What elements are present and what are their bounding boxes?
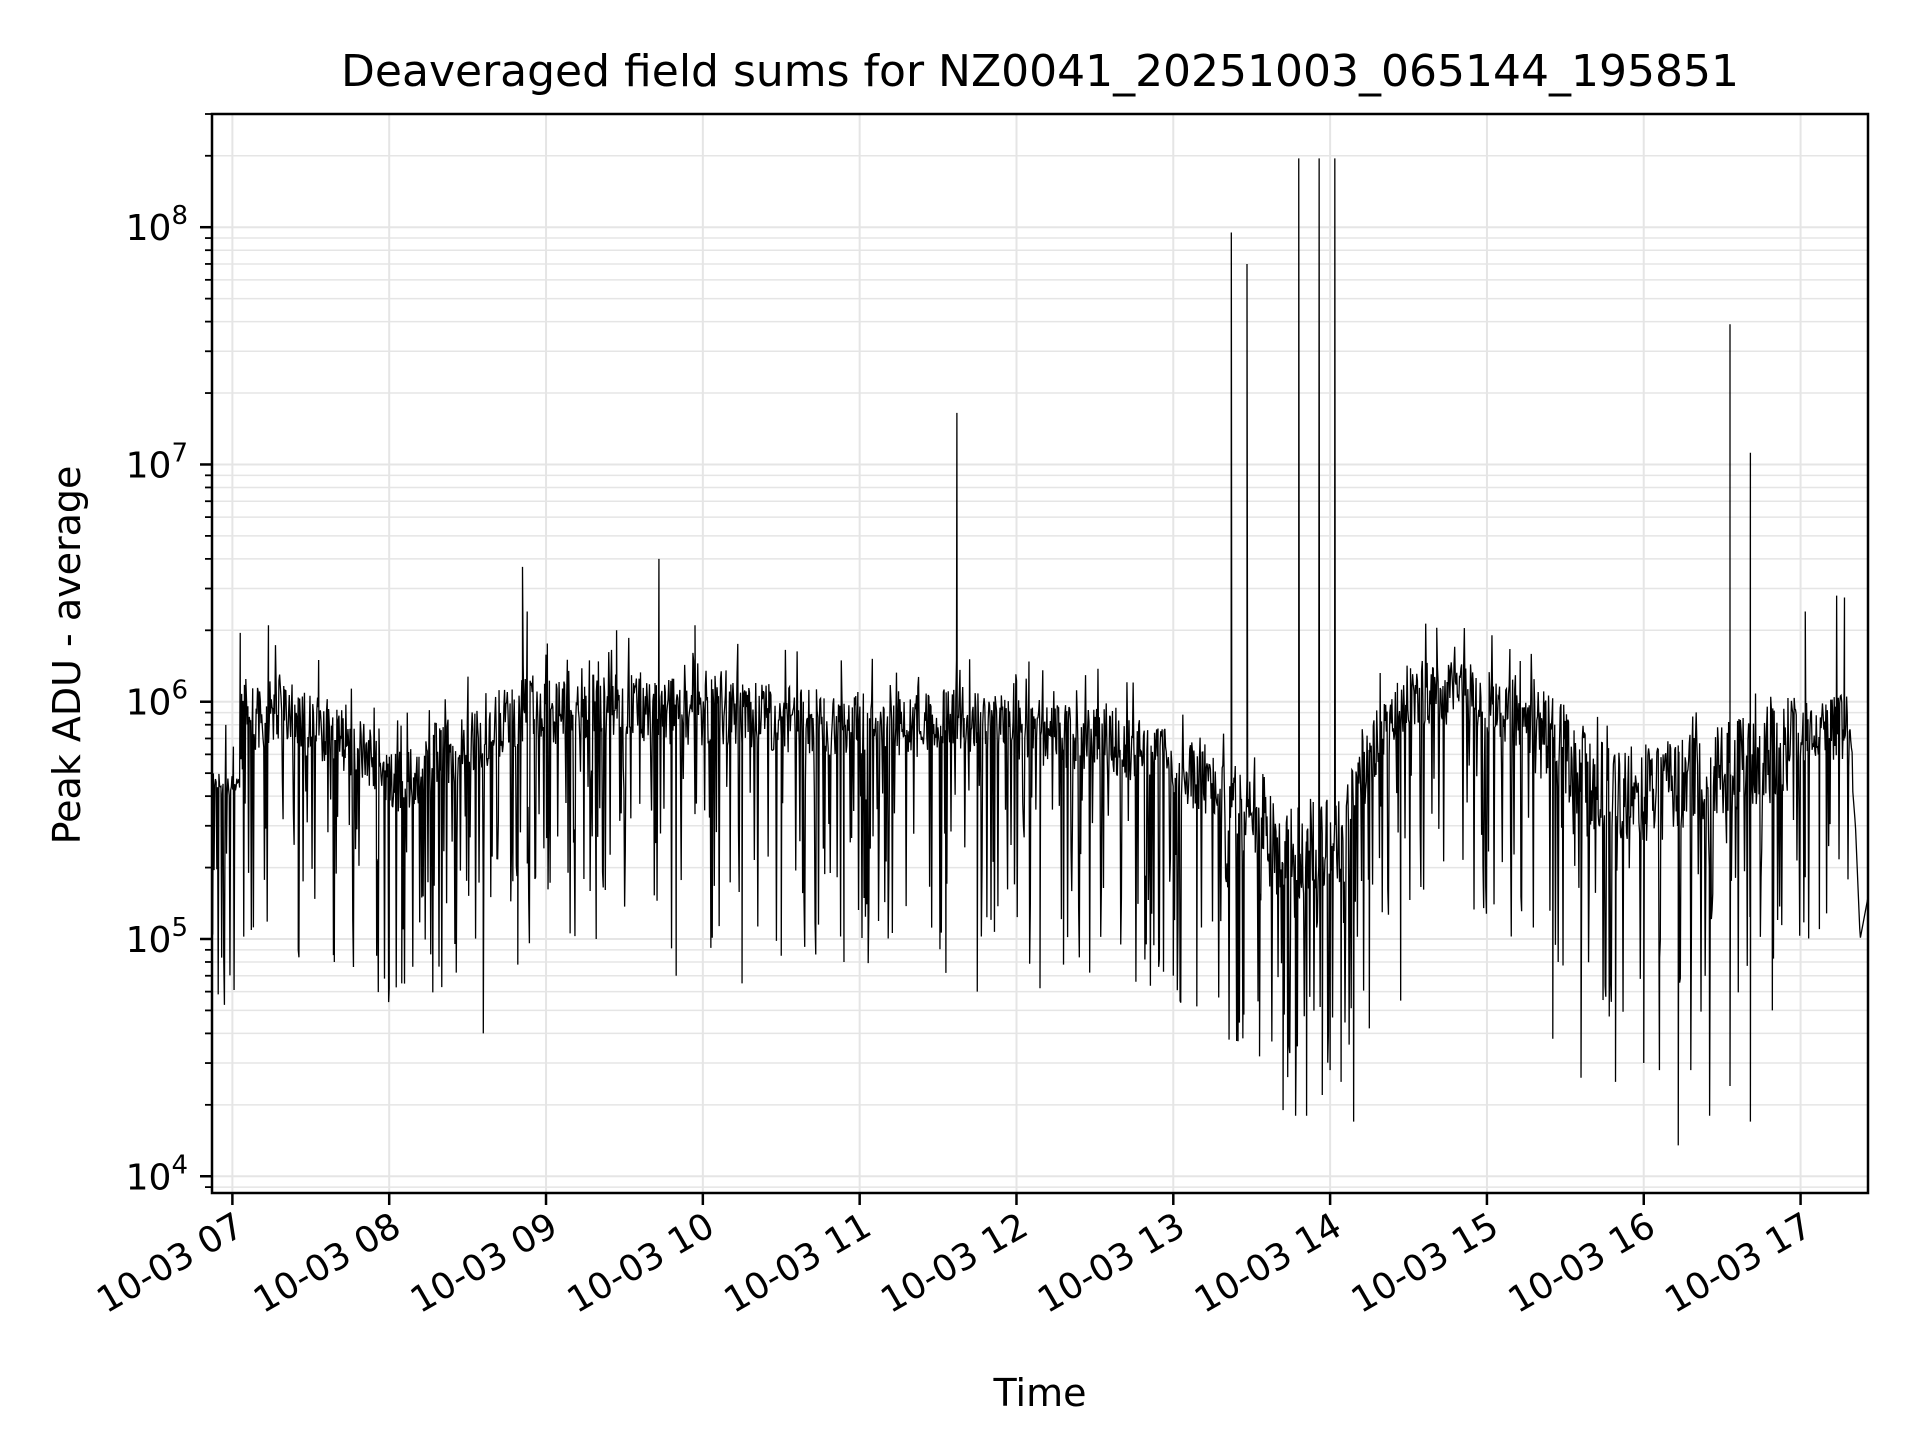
y-tick-base: 10 bbox=[126, 683, 172, 724]
y-tick-label: 104 bbox=[126, 1150, 188, 1198]
y-tick-base: 10 bbox=[126, 208, 172, 249]
plot-area-background bbox=[212, 114, 1868, 1193]
plot-frame bbox=[210, 112, 1870, 1195]
y-axis-label: Peak ADU - average bbox=[45, 466, 89, 845]
y-tick-exponent: 5 bbox=[171, 913, 188, 943]
series-layer bbox=[211, 158, 1869, 1146]
chart-title: Deaveraged field sums for NZ0041_2025100… bbox=[341, 46, 1739, 97]
y-tick-base: 10 bbox=[126, 445, 172, 486]
y-tick-label: 108 bbox=[126, 201, 188, 249]
y-tick-exponent: 8 bbox=[171, 201, 188, 231]
y-tick-label: 107 bbox=[126, 438, 188, 486]
y-tick-exponent: 4 bbox=[171, 1150, 188, 1180]
y-tick-base: 10 bbox=[126, 920, 172, 961]
y-tick-exponent: 7 bbox=[171, 438, 188, 468]
y-tick-base: 10 bbox=[126, 1157, 172, 1198]
data-line bbox=[211, 158, 1869, 1146]
y-tick-label: 105 bbox=[126, 913, 188, 961]
y-tick-label: 106 bbox=[126, 676, 188, 724]
y-tick-exponent: 6 bbox=[171, 676, 188, 706]
x-axis-label: Time bbox=[993, 1371, 1087, 1415]
